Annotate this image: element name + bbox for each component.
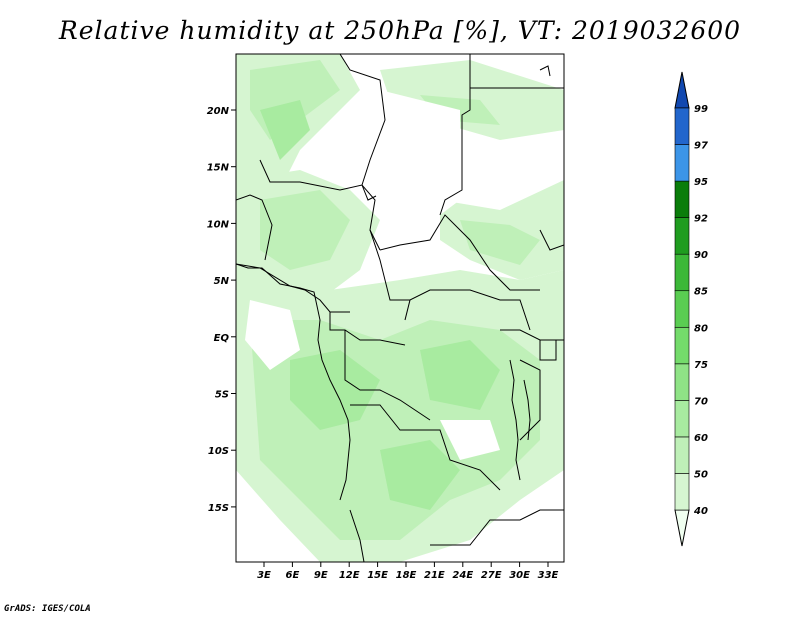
lat-tick-label: 5N	[214, 276, 230, 287]
lon-tick-label: 21E	[424, 570, 445, 581]
latitude-axis: 20N 15N 10N 5N EQ 5S 10S 15S	[207, 106, 236, 514]
colorbar-label: 70	[694, 396, 708, 407]
lat-tick-label: 15S	[208, 503, 229, 514]
colorbar-segment	[674, 290, 690, 328]
longitude-axis: 3E 6E 9E 12E 15E 18E 21E 24E 27E 30E 33E	[257, 562, 559, 581]
colorbar-segment	[674, 180, 690, 218]
lat-tick-label: 10N	[207, 219, 230, 230]
colorbar-segment	[674, 144, 690, 182]
lat-tick-label: EQ	[214, 333, 230, 344]
colorbar-segment	[674, 436, 690, 474]
lon-tick-label: 15E	[367, 570, 388, 581]
lat-tick-label: 20N	[207, 106, 230, 117]
colorbar-label: 40	[693, 506, 708, 517]
colorbar-label: 99	[694, 104, 708, 115]
coastlines	[236, 65, 557, 501]
lon-tick-label: 33E	[538, 570, 559, 581]
colorbar-segment	[674, 400, 690, 438]
colorbar-label: 90	[694, 250, 708, 261]
colorbar-low-triangle	[674, 509, 690, 547]
colorbar-high-triangle	[674, 71, 690, 109]
colorbar-label: 85	[694, 287, 708, 298]
colorbar: 40 50 60 70 75 80 85 90 92 95 97 99	[674, 71, 708, 547]
colorbar-segment	[674, 217, 690, 255]
lat-tick-label: 5S	[215, 390, 229, 401]
lon-tick-label: 9E	[314, 570, 328, 581]
colorbar-segment	[674, 326, 690, 365]
colorbar-label: 50	[694, 469, 708, 480]
lat-tick-label: 15N	[207, 163, 230, 174]
lon-tick-label: 18E	[396, 570, 417, 581]
lon-tick-label: 12E	[339, 570, 360, 581]
colorbar-label: 97	[694, 141, 708, 152]
lon-tick-label: 30E	[509, 570, 530, 581]
colorbar-segment	[674, 253, 690, 292]
humidity-shading	[236, 54, 564, 562]
colorbar-segment	[674, 363, 690, 401]
map-frame	[235, 53, 565, 563]
colorbar-segment	[674, 107, 690, 145]
lat-tick-label: 10S	[208, 446, 229, 457]
grads-credit: GrADS: IGES/COLA	[4, 604, 91, 614]
lon-tick-label: 3E	[257, 570, 271, 581]
country-borders	[236, 54, 564, 562]
lon-tick-label: 27E	[481, 570, 502, 581]
lon-tick-label: 6E	[286, 570, 300, 581]
colorbar-label: 95	[694, 177, 708, 188]
colorbar-segment	[674, 473, 690, 511]
chart-title: Relative humidity at 250hPa [%], VT: 201…	[58, 16, 742, 45]
lon-tick-label: 24E	[452, 570, 473, 581]
colorbar-label: 60	[694, 433, 708, 444]
colorbar-label: 80	[694, 323, 708, 334]
colorbar-label: 75	[694, 360, 708, 371]
colorbar-label: 92	[694, 214, 708, 225]
